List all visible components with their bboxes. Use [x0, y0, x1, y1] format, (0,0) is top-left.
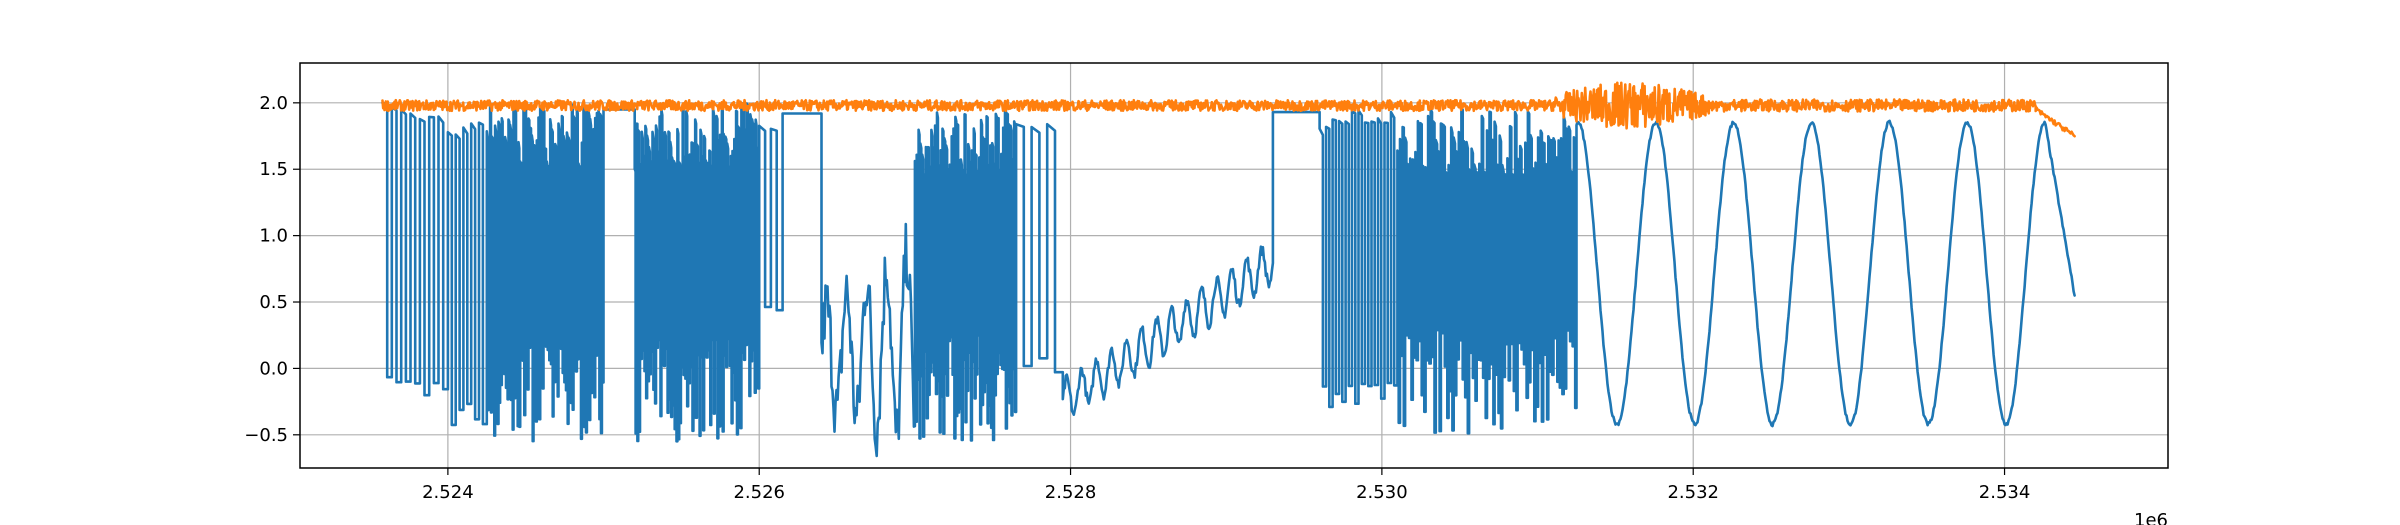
y-tick-label: 1.0 — [259, 226, 288, 247]
x-tick-label: 2.530 — [1356, 482, 1408, 503]
series-line-1 — [381, 101, 2076, 458]
x-tick-label: 2.534 — [1979, 482, 2031, 503]
x-axis: 2.524 2.526 2.528 2.530 2.532 2.534 — [422, 468, 2030, 503]
x-tick-label: 2.528 — [1045, 482, 1097, 503]
series-layer — [381, 81, 2076, 458]
y-tick-label: 2.0 — [259, 93, 288, 114]
x-axis-offset-label: 1e6 — [2134, 510, 2168, 525]
y-tick-label: 1.5 — [259, 159, 288, 180]
x-tick-label: 2.524 — [422, 482, 474, 503]
x-tick-label: 2.532 — [1667, 482, 1719, 503]
y-axis: −0.5 0.0 0.5 1.0 1.5 2.0 — [244, 93, 300, 446]
y-tick-label: −0.5 — [244, 425, 288, 446]
y-tick-label: 0.5 — [259, 292, 288, 313]
series-line-2 — [381, 81, 2076, 138]
y-tick-label: 0.0 — [259, 358, 288, 379]
x-tick-label: 2.526 — [733, 482, 785, 503]
axes-frame — [299, 62, 2169, 469]
